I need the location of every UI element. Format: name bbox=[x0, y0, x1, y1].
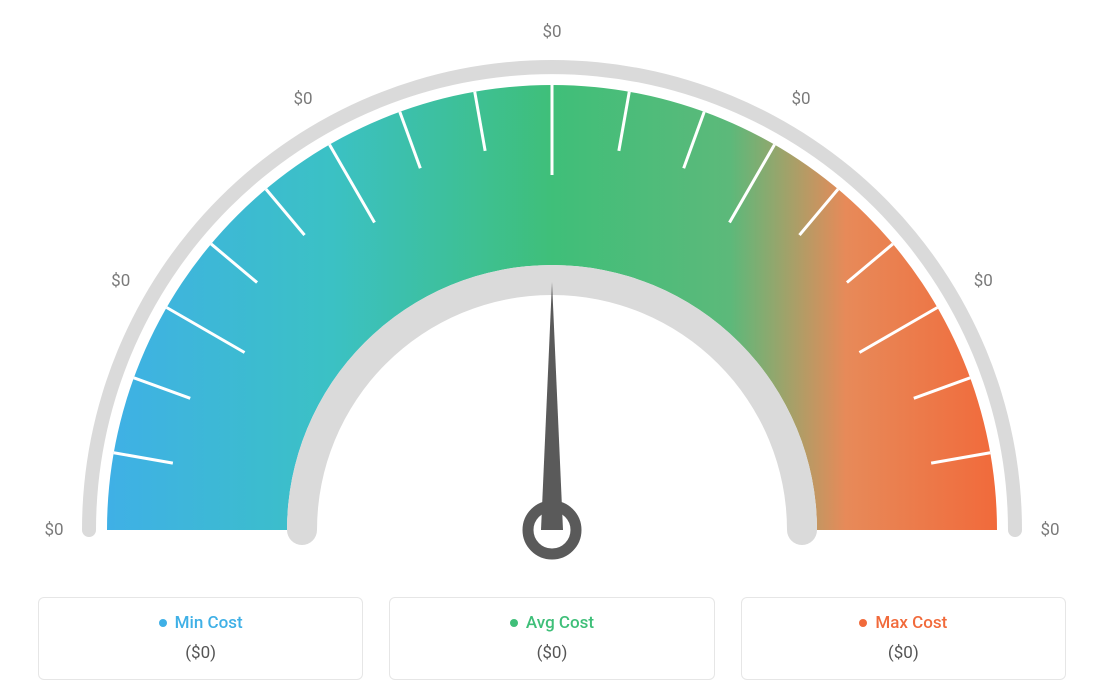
dot-avg bbox=[510, 619, 518, 627]
legend-avg-value: ($0) bbox=[400, 643, 703, 663]
gauge-tick-label: $0 bbox=[293, 89, 312, 109]
legend-max-value: ($0) bbox=[752, 643, 1055, 663]
gauge-tick-label: $0 bbox=[1040, 520, 1059, 540]
legend-min: Min Cost ($0) bbox=[38, 597, 363, 680]
gauge-tick-label: $0 bbox=[791, 89, 810, 109]
legend-max-label: Max Cost bbox=[859, 613, 947, 633]
gauge-tick-label: $0 bbox=[44, 520, 63, 540]
legend-min-value: ($0) bbox=[49, 643, 352, 663]
legend-row: Min Cost ($0) Avg Cost ($0) Max Cost ($0… bbox=[0, 597, 1104, 680]
legend-max: Max Cost ($0) bbox=[741, 597, 1066, 680]
gauge-tick-label: $0 bbox=[974, 271, 993, 291]
dot-min bbox=[159, 619, 167, 627]
cost-gauge: $0 $0 $0 $0 $0 $0 $0 bbox=[0, 0, 1104, 560]
legend-avg-label: Avg Cost bbox=[510, 613, 594, 633]
legend-min-label: Min Cost bbox=[159, 613, 243, 633]
legend-avg-text: Avg Cost bbox=[526, 613, 594, 633]
gauge-tick-label: $0 bbox=[542, 22, 561, 42]
gauge-tick-label: $0 bbox=[111, 271, 130, 291]
dot-max bbox=[859, 619, 867, 627]
legend-max-text: Max Cost bbox=[875, 613, 947, 633]
legend-avg: Avg Cost ($0) bbox=[389, 597, 714, 680]
gauge-svg bbox=[0, 0, 1104, 560]
legend-min-text: Min Cost bbox=[175, 613, 243, 633]
